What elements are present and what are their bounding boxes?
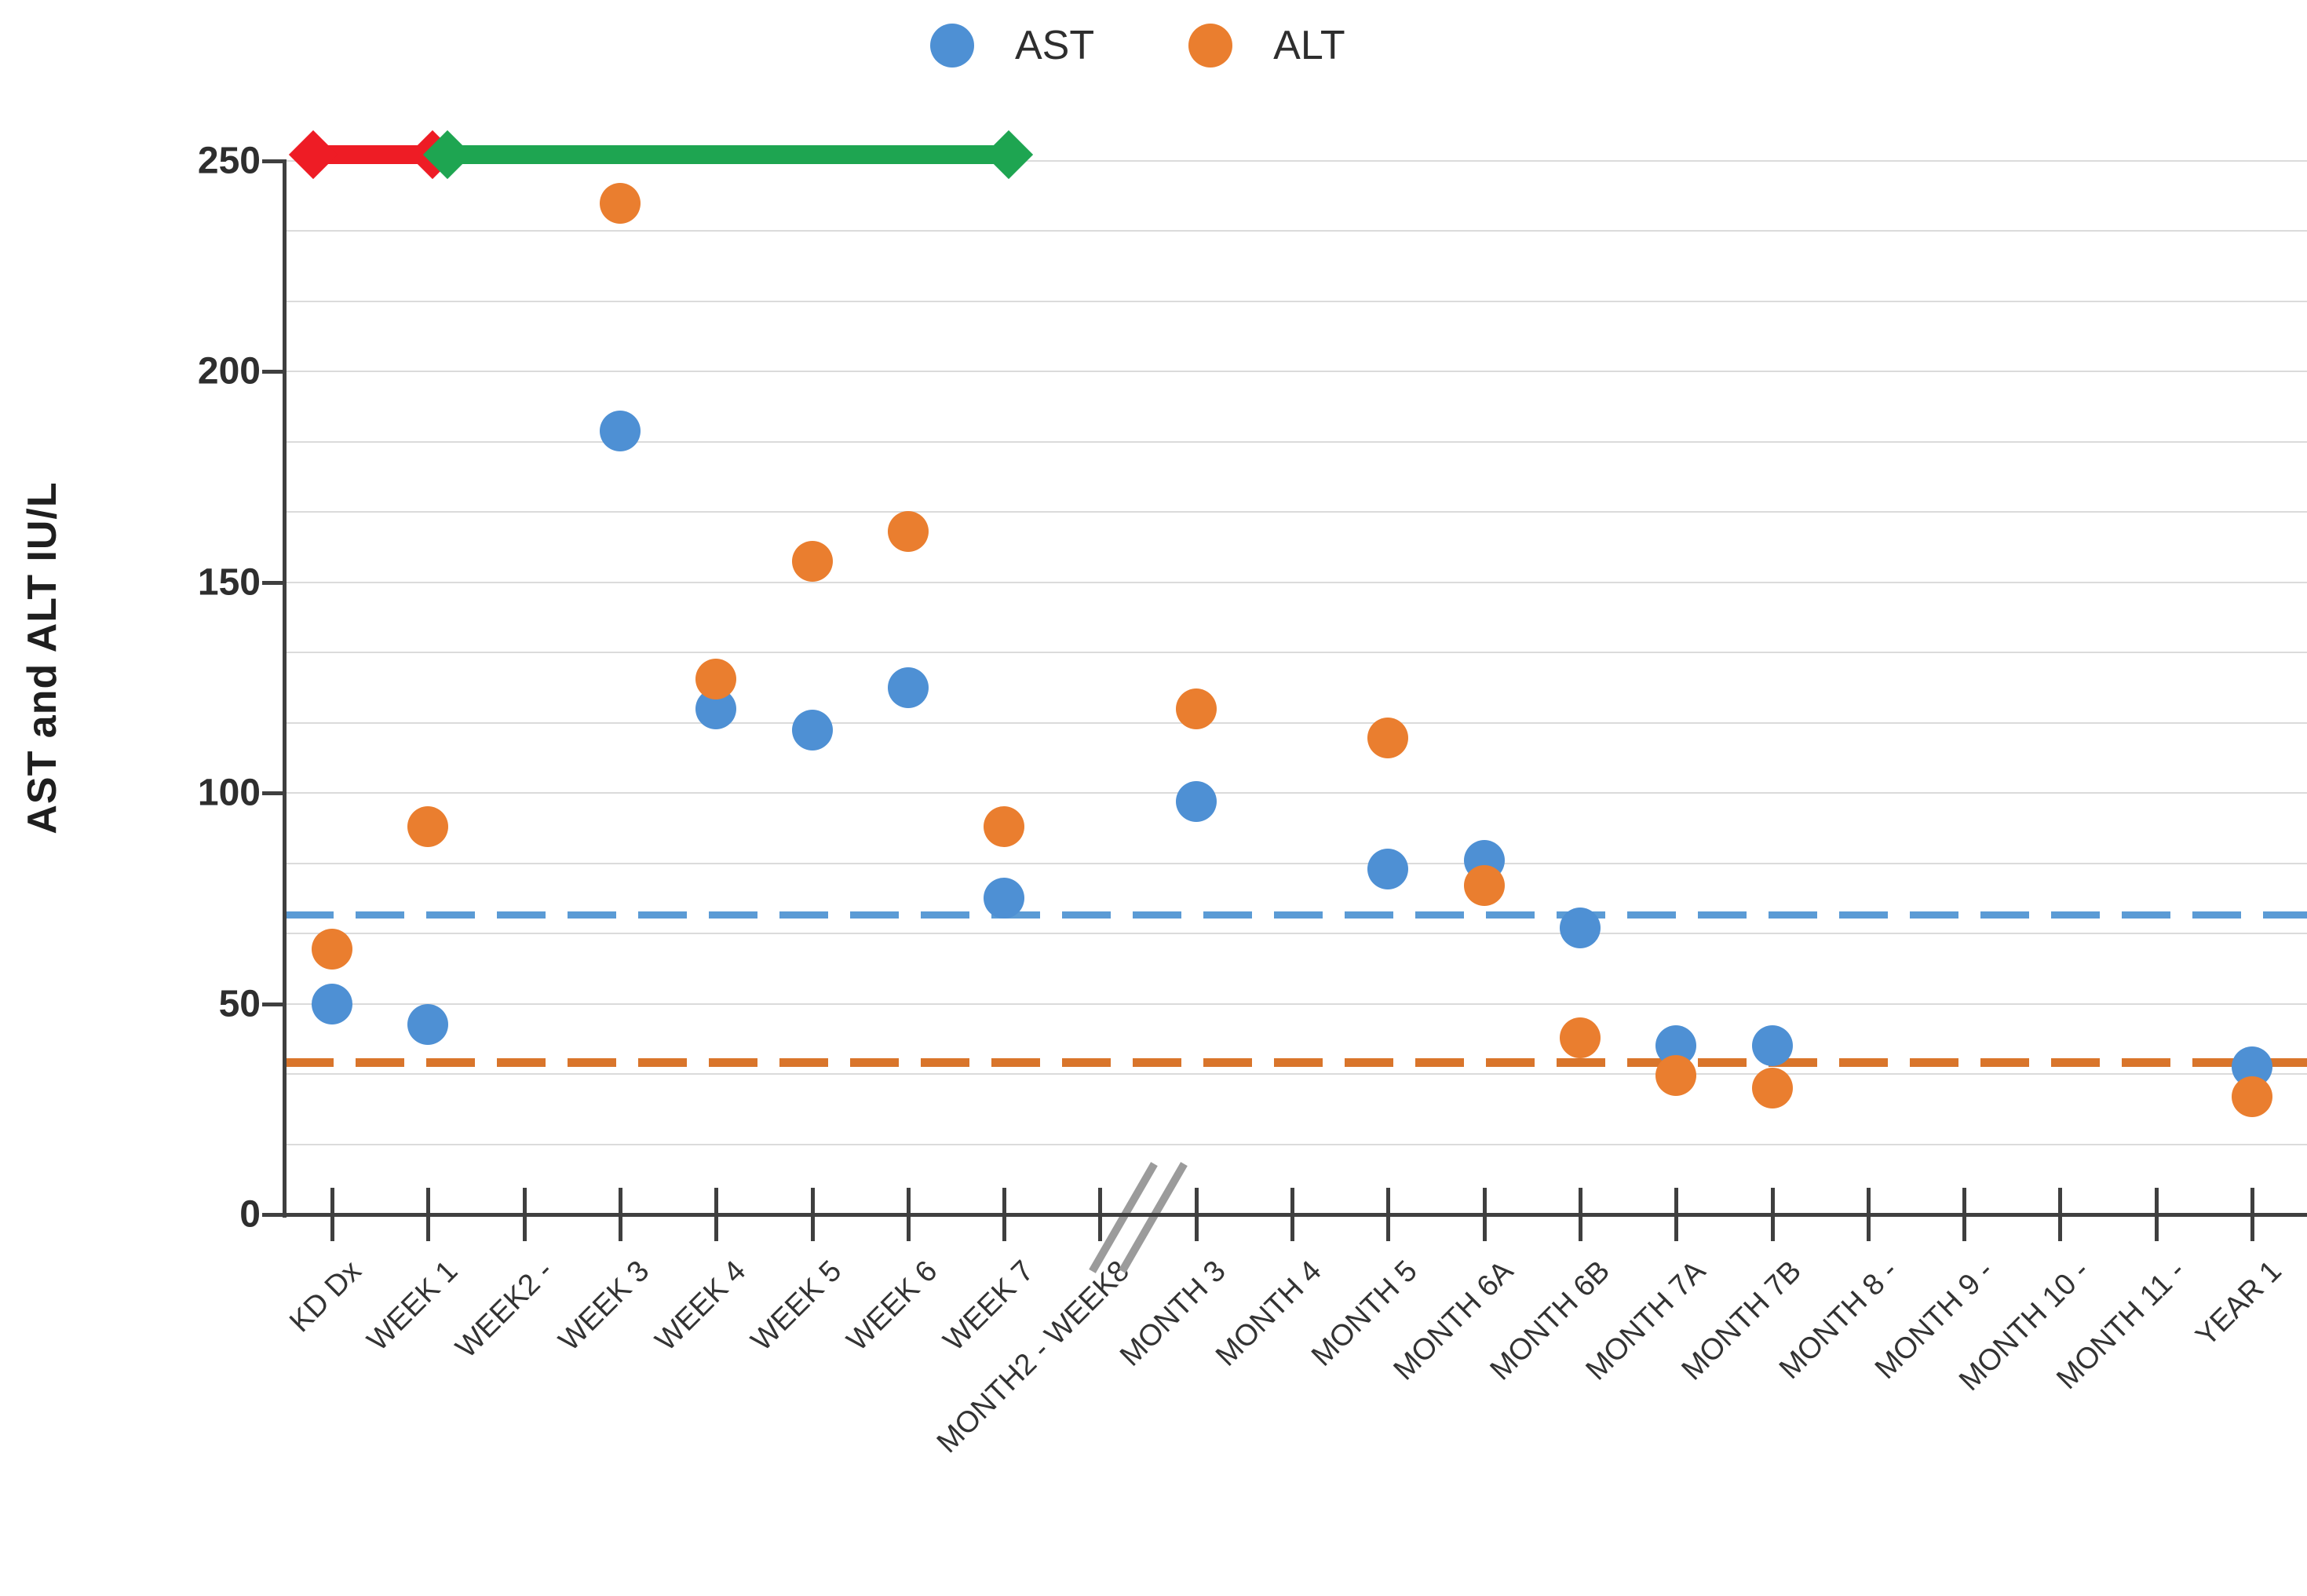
gridline (285, 160, 2307, 162)
x-axis-line (265, 1213, 2307, 1217)
green-double-arrow (447, 145, 1009, 164)
x-category-label: WEEK 6 (841, 1255, 944, 1358)
data-point-alt (599, 182, 641, 224)
data-point-ast (791, 709, 833, 751)
data-point-ast (1367, 848, 1409, 889)
gridline (285, 862, 2307, 864)
data-point-alt (2232, 1076, 2272, 1117)
x-category-label: WEEK2 - (450, 1255, 560, 1365)
gridline (285, 1073, 2307, 1076)
data-point-ast (887, 667, 929, 708)
gridline (285, 652, 2307, 654)
y-tick-label: 150 (197, 561, 261, 604)
y-axis-tick (262, 791, 285, 796)
data-point-ast (1175, 780, 1217, 822)
ast-legend-dot-icon (930, 24, 974, 68)
gridline (285, 300, 2307, 302)
y-axis-tick (262, 1002, 285, 1006)
data-point-ast (599, 410, 641, 451)
data-point-alt (887, 511, 929, 553)
x-category-label: KD Dx (283, 1255, 368, 1339)
green-double-arrow-head-icon (984, 130, 1034, 180)
gridline (285, 721, 2307, 724)
data-point-alt (791, 540, 833, 582)
gridline (285, 230, 2307, 232)
data-point-alt (1751, 1067, 1793, 1108)
y-axis-line (283, 159, 287, 1218)
legend-item-alt: ALT (1188, 22, 1345, 69)
data-point-alt (984, 806, 1025, 848)
x-category-label: YEAR 1 (2189, 1255, 2288, 1353)
data-point-alt (1175, 688, 1217, 729)
data-point-alt (407, 806, 449, 848)
legend-label-alt: ALT (1273, 23, 1345, 68)
red-double-arrow-head-icon (288, 130, 338, 180)
gridline (285, 511, 2307, 513)
gridline (285, 440, 2307, 443)
x-category-label: WEEK 4 (648, 1255, 752, 1358)
gridline (285, 792, 2307, 794)
data-point-alt (1655, 1054, 1697, 1096)
data-point-alt (312, 928, 352, 970)
ast-reference-dashed-line (285, 911, 2307, 919)
data-point-ast (1751, 1025, 1793, 1067)
legend-label-ast: AST (1015, 23, 1095, 68)
axis-break-icon (1119, 1162, 1188, 1273)
y-tick-label: 250 (197, 140, 261, 182)
x-category-label: WEEK 1 (360, 1255, 465, 1358)
gridline (285, 1003, 2307, 1005)
x-category-label: MONTH 3 (1113, 1255, 1232, 1373)
x-category-label: WEEK 5 (744, 1255, 849, 1358)
gridline (285, 1143, 2307, 1145)
y-axis-tick (262, 370, 285, 374)
gridline (285, 371, 2307, 373)
y-tick-label: 200 (197, 350, 261, 393)
data-point-ast (407, 1004, 449, 1046)
alt-reference-dashed-line (285, 1058, 2307, 1068)
y-tick-label: 100 (197, 772, 261, 814)
alt-legend-dot-icon (1188, 24, 1233, 68)
gridline (285, 581, 2307, 583)
data-point-ast (1559, 907, 1601, 948)
y-axis-title: AST and ALT IU/L (20, 481, 65, 835)
data-point-alt (1367, 718, 1409, 759)
x-category-label: MONTH 4 (1210, 1255, 1328, 1373)
y-axis-tick (262, 159, 285, 163)
data-point-alt (695, 659, 737, 700)
y-tick-label: 0 (239, 1193, 261, 1236)
y-tick-label: 50 (218, 983, 261, 1025)
y-axis-tick (262, 580, 285, 585)
legend-item-ast: AST (930, 22, 1094, 69)
data-point-ast (312, 983, 352, 1024)
data-point-alt (1463, 865, 1505, 907)
data-point-alt (1559, 1017, 1601, 1058)
chart-legend: AST ALT (930, 22, 1345, 69)
data-point-ast (984, 878, 1025, 919)
gridline (285, 933, 2307, 935)
x-category-label: WEEK 3 (553, 1255, 656, 1358)
